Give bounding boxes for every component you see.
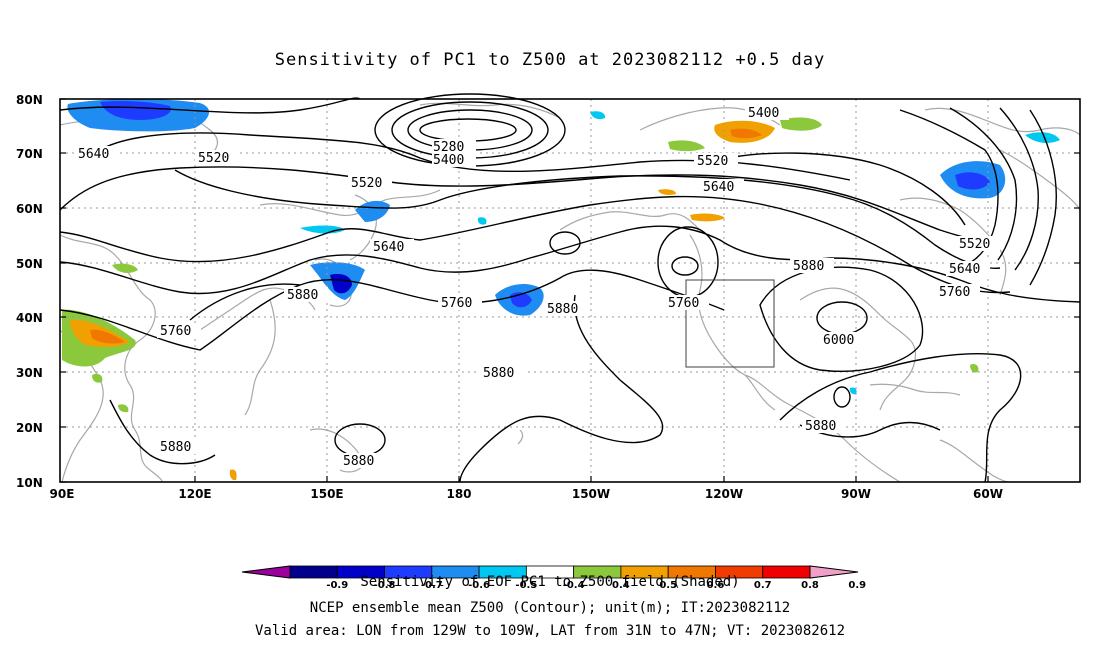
colorbar-tick-label: 0.5 bbox=[659, 580, 677, 591]
contour-label: 5760 bbox=[441, 296, 472, 311]
colorbar-swatch bbox=[809, 565, 859, 579]
contour-label: 5760 bbox=[939, 285, 970, 300]
contour-label: 5520 bbox=[697, 154, 728, 169]
contour-label: 5880 bbox=[805, 419, 836, 434]
contour-label: 5640 bbox=[949, 262, 980, 277]
lon-label: 150W bbox=[572, 487, 610, 501]
lon-label: 120W bbox=[705, 487, 743, 501]
contour-label: 5520 bbox=[959, 237, 990, 252]
lon-label: 150E bbox=[310, 487, 343, 501]
contour-label: 5400 bbox=[748, 106, 779, 121]
colorbar-tick-label: 0.7 bbox=[754, 580, 772, 591]
lon-label: 180 bbox=[446, 487, 471, 501]
contour-label: 5880 bbox=[793, 259, 824, 274]
colorbar-tick-label: -0.7 bbox=[421, 580, 443, 591]
lat-label: 30N bbox=[16, 366, 43, 380]
contour-labels: 5640 5520 5520 5280 5400 5400 5520 5640 … bbox=[74, 105, 1000, 469]
lat-label: 80N bbox=[16, 93, 43, 107]
colorbar: -0.9 -0.8 -0.7 -0.6 -0.5 -0.4 0.4 0.5 0.6 0.7 0.8 0… bbox=[241, 565, 866, 591]
colorbar-tick-label: -0.9 bbox=[326, 580, 348, 591]
colorbar-tick-label: -0.6 bbox=[468, 580, 490, 591]
contour-label: 5520 bbox=[198, 151, 229, 166]
axis-ticks bbox=[60, 98, 1080, 483]
contour-label: 6000 bbox=[823, 333, 854, 348]
lon-label: 120E bbox=[178, 487, 211, 501]
contour-label: 5640 bbox=[373, 240, 404, 255]
map-title: Sensitivity of PC1 to Z500 at 2023082112… bbox=[274, 50, 826, 70]
lon-label: 60W bbox=[973, 487, 1003, 501]
colorbar-tick-label: 0.6 bbox=[707, 580, 725, 591]
caption: NCEP ensemble mean Z500 (Contour); unit(… bbox=[0, 597, 1100, 643]
colorbar-tick-label: -0.5 bbox=[515, 580, 537, 591]
colorbar-tick-label: -0.8 bbox=[374, 580, 396, 591]
caption-line-2: Valid area: LON from 129W to 109W, LAT f… bbox=[254, 623, 845, 639]
lon-label: 90W bbox=[841, 487, 871, 501]
colorbar-tick-label: 0.4 bbox=[612, 580, 630, 591]
colorbar-tick-label: -0.4 bbox=[563, 580, 585, 591]
lat-label: 70N bbox=[16, 147, 43, 161]
contour-label: 5640 bbox=[78, 147, 109, 162]
contour-label: 5760 bbox=[160, 324, 191, 339]
valid-area-box bbox=[685, 279, 775, 368]
contour-label: 5400 bbox=[433, 153, 464, 168]
lat-label: 50N bbox=[16, 257, 43, 271]
contour-label: 5880 bbox=[343, 454, 374, 469]
lon-label: 90E bbox=[50, 487, 75, 501]
lat-label: 10N bbox=[16, 476, 43, 490]
contour-label: 5880 bbox=[287, 288, 318, 303]
caption-line-0: Sensitivity of EOF PC1 to Z500 field (Sh… bbox=[360, 574, 740, 590]
lat-label: 20N bbox=[16, 421, 43, 435]
lat-label: 60N bbox=[16, 202, 43, 216]
colorbar-tick-label: 0.8 bbox=[801, 580, 819, 591]
contour-label: 5880 bbox=[547, 302, 578, 317]
lat-label: 40N bbox=[16, 311, 43, 325]
contour-label: 5760 bbox=[668, 296, 699, 311]
lon-labels: 90E 120E 150E 180 150W 120W 90W 60W bbox=[50, 487, 1003, 501]
colorbar-tick-label: 0.9 bbox=[848, 580, 866, 591]
contour-label: 5280 bbox=[433, 140, 464, 155]
contour-label: 5880 bbox=[483, 366, 514, 381]
caption-line-1: NCEP ensemble mean Z500 (Contour); unit(… bbox=[309, 600, 791, 616]
lat-labels: 80N 70N 60N 50N 40N 30N 20N 10N bbox=[16, 93, 43, 490]
contour-label: 5520 bbox=[351, 176, 382, 191]
contour-label: 5880 bbox=[160, 440, 191, 455]
contour-label: 5640 bbox=[703, 180, 734, 195]
map-frame bbox=[59, 98, 1081, 483]
